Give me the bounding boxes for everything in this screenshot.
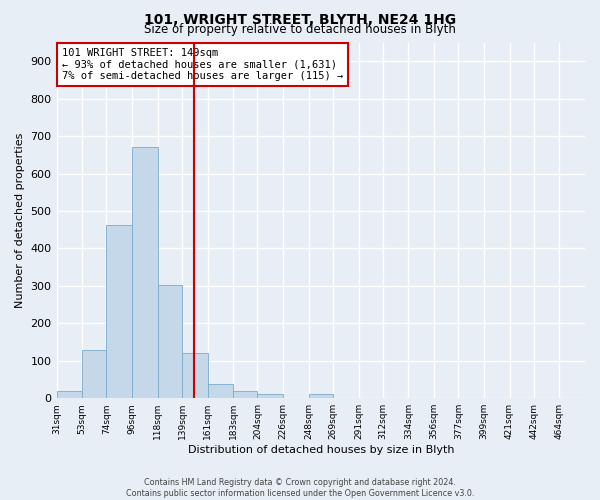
Bar (208, 384, 233, 398)
Bar (132, 146, 158, 398)
X-axis label: Distribution of detached houses by size in Blyth: Distribution of detached houses by size … (188, 445, 454, 455)
Text: 101, WRIGHT STREET, BLYTH, NE24 1HG: 101, WRIGHT STREET, BLYTH, NE24 1HG (144, 12, 456, 26)
Bar (233, 392, 257, 398)
Bar (56, 392, 82, 398)
Bar (308, 394, 333, 398)
Text: Size of property relative to detached houses in Blyth: Size of property relative to detached ho… (144, 22, 456, 36)
Bar (82, 350, 106, 398)
Bar (257, 394, 283, 398)
Bar (158, 285, 182, 398)
Bar (106, 225, 132, 398)
Bar (182, 354, 208, 398)
Text: 101 WRIGHT STREET: 149sqm
← 93% of detached houses are smaller (1,631)
7% of sem: 101 WRIGHT STREET: 149sqm ← 93% of detac… (62, 48, 343, 81)
Y-axis label: Number of detached properties: Number of detached properties (15, 132, 25, 308)
Text: Contains HM Land Registry data © Crown copyright and database right 2024.
Contai: Contains HM Land Registry data © Crown c… (126, 478, 474, 498)
